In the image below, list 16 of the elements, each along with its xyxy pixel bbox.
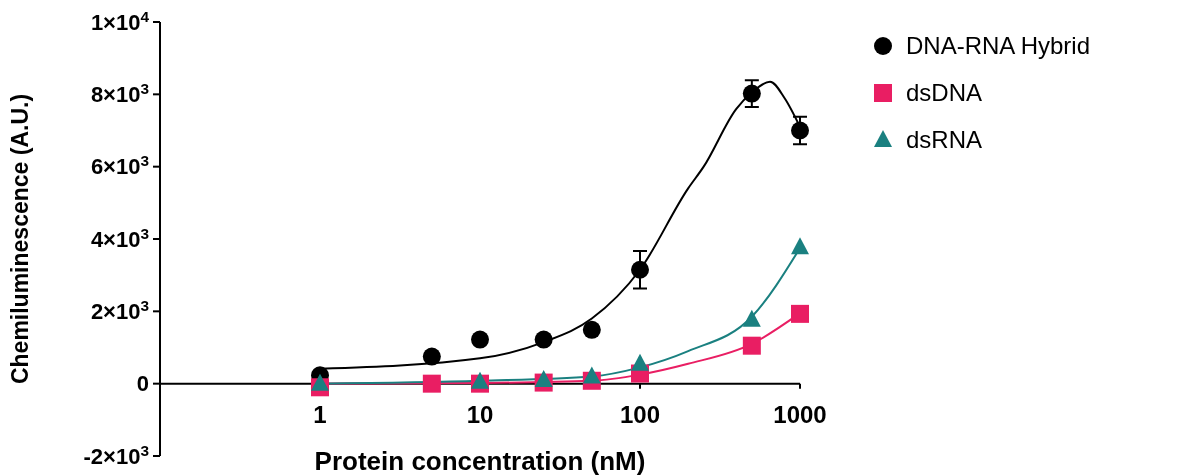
legend-label: dsDNA: [906, 79, 983, 107]
y-axis-title: Chemiluminescence (A.U.): [7, 93, 33, 385]
x-tick-label: 10: [466, 400, 494, 428]
y-tick-label: 6×10$^{3}$: [90, 151, 149, 180]
x-tick-label: 1: [313, 400, 327, 428]
x-tick-label: 1000: [773, 400, 827, 428]
x-tick-label: 100: [619, 400, 661, 428]
y-tick-label: -2×10$^{3}$: [83, 441, 149, 469]
y-tick-label: 2×10$^{3}$: [90, 296, 149, 325]
legend-label: dsRNA: [906, 126, 983, 154]
legend-label: DNA-RNA Hybrid: [906, 32, 1091, 60]
y-tick-label: 0: [136, 371, 149, 397]
x-axis-title: Protein concentration (nM): [314, 446, 646, 476]
y-tick-label: 8×10$^{3}$: [90, 79, 149, 108]
y-tick-label: 1×10$^{4}$: [90, 7, 150, 35]
y-tick-label: 4×10$^{3}$: [90, 224, 149, 252]
